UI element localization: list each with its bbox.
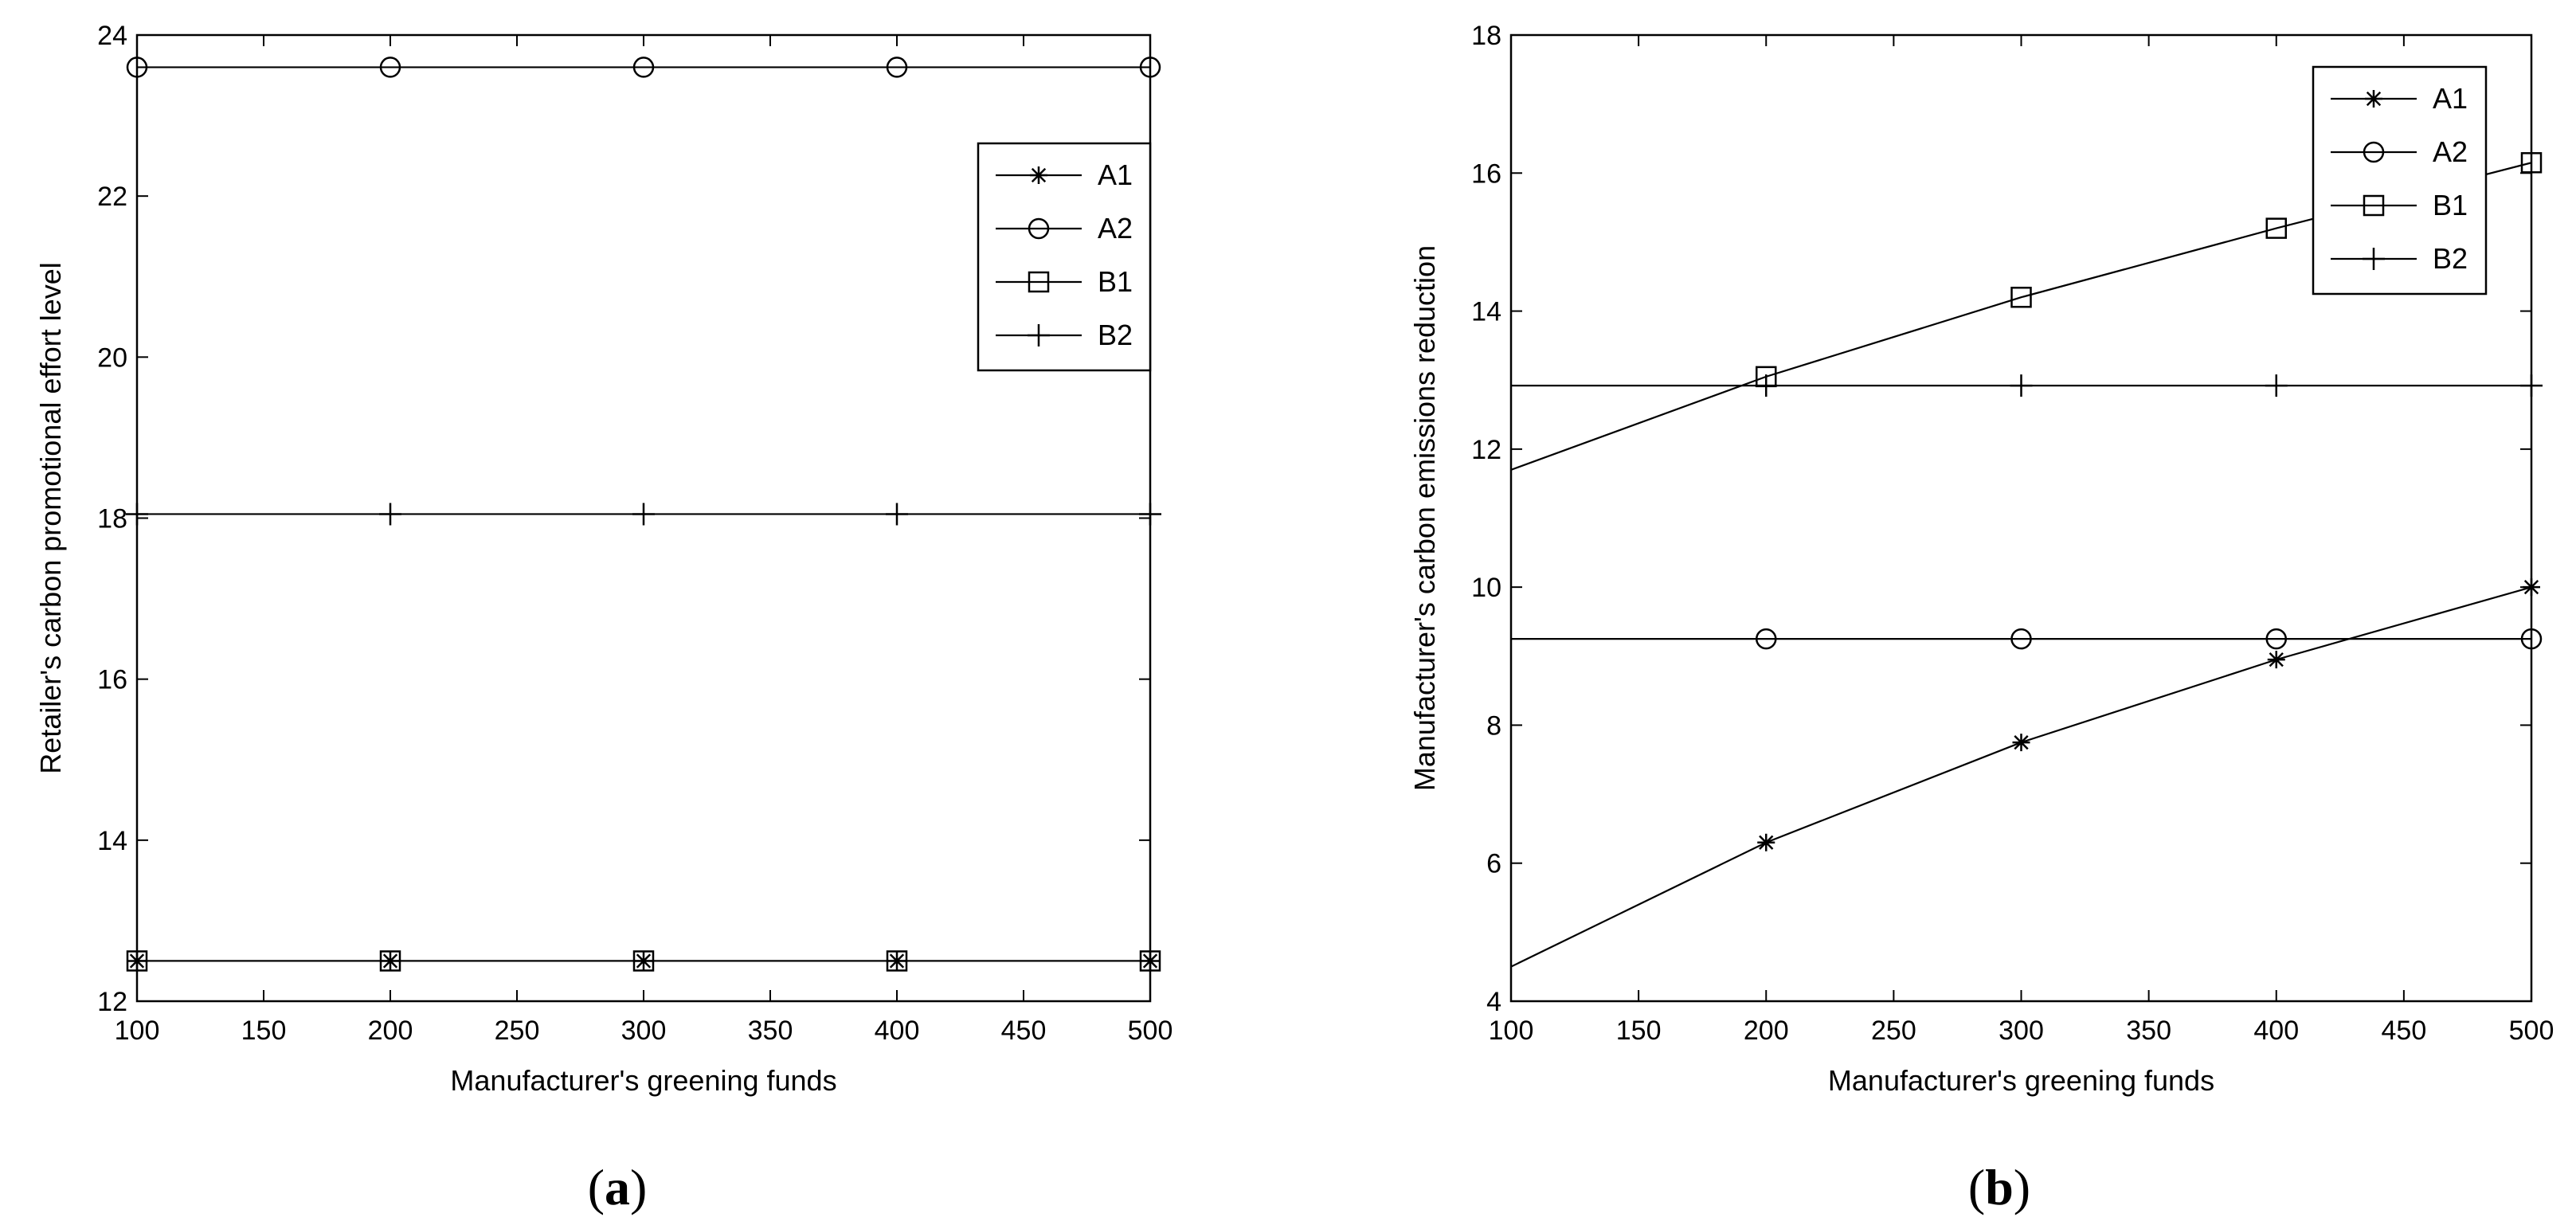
y-tick-label: 6 [1486,849,1501,879]
x-tick-label: 300 [621,1016,667,1046]
data-point-A1 [2523,578,2540,597]
legend-marker-B2 [1028,324,1050,346]
data-point-A2 [632,57,655,78]
data-point-B2 [2265,374,2288,397]
data-point-A2 [1756,628,1777,650]
data-point-A1 [2267,651,2285,669]
data-point-A2 [126,57,148,78]
data-point-B2 [1755,374,1778,397]
x-tick-label: 450 [2382,1016,2427,1046]
legend: A1 A2 B1 B2 [2312,65,2488,296]
y-tick-label: 18 [1471,21,1501,51]
y-tick-label: 18 [97,504,127,534]
data-point-A1 [2012,734,2030,752]
data-point-B2 [379,503,401,526]
x-tick-label: 250 [1871,1016,1916,1046]
data-point-B2 [886,503,908,526]
series-A1 [1510,578,2540,968]
data-point-A2 [379,57,401,78]
x-tick-label: 150 [241,1016,287,1046]
chart-panel-b: 100 150 200 250 300 350 400 450 500 4 6 8 10 12 14 16 18… [1408,21,2554,1215]
legend-marker-A2 [1028,217,1050,240]
data-point-A2 [1139,57,1161,78]
x-tick-label: 400 [2253,1016,2299,1046]
x-tick-label: 400 [875,1016,920,1046]
legend-label-B2: B2 [2433,242,2468,275]
x-tick-label: 300 [1999,1016,2044,1046]
y-tick-label: 24 [97,21,127,51]
x-axis-label: Manufacturer's greening funds [450,1064,836,1097]
x-tick-label: 500 [2509,1016,2554,1046]
x-tick-label: 150 [1616,1016,1662,1046]
y-axis-label: Retailer's carbon promotional effort lev… [34,262,67,774]
series-B2 [126,503,1161,526]
data-point-B1 [1139,950,1161,972]
legend-label-A1: A1 [2433,82,2468,115]
data-point-B1 [2265,217,2287,239]
legend-label-A2: A2 [2433,135,2468,168]
series-line-A1 [1510,586,2532,968]
legend-marker-A1 [2365,90,2382,108]
y-tick-label: 10 [1471,573,1501,603]
y-tick-label: 14 [97,826,127,856]
series-A2 [1511,628,2543,650]
data-point-B1 [632,950,655,972]
x-tick-label: 100 [1489,1016,1534,1046]
x-tick-label: 250 [495,1016,540,1046]
legend-marker-A1 [1030,166,1047,184]
x-tick-label: 100 [115,1016,160,1046]
legend: A1 A2 B1 B2 [977,142,1152,372]
legend-label-A2: A2 [1098,212,1133,245]
data-point-B2 [2010,374,2033,397]
legend-marker-B2 [2363,248,2385,270]
x-tick-label: 500 [1128,1016,1173,1046]
data-point-B1 [126,950,148,972]
data-point-A1 [1757,833,1775,851]
chart-panel-a: 100 150 200 250 300 350 400 450 500 12 14 16 18 20 22 2… [34,21,1173,1215]
y-tick-label: 16 [1471,159,1501,189]
series-A2 [126,57,1161,78]
panel-label: (a) [588,1159,648,1215]
x-tick-label: 350 [748,1016,793,1046]
y-tick-label: 12 [1471,435,1501,465]
data-point-A2 [2265,628,2287,650]
data-point-B1 [886,950,908,972]
y-tick-label: 14 [1471,297,1501,327]
data-point-B2 [1139,503,1161,526]
legend-box [2312,65,2488,296]
data-point-A2 [2010,628,2032,650]
x-tick-label: 200 [368,1016,413,1046]
y-tick-label: 4 [1486,987,1501,1017]
legend-box [977,142,1152,372]
legend-marker-B1 [2363,194,2385,217]
data-point-A2 [2520,628,2543,650]
y-tick-label: 16 [97,665,127,695]
panel-label: (b) [1968,1159,2030,1215]
x-axis-label: Manufacturer's greening funds [1828,1064,2214,1097]
y-tick-label: 12 [97,987,127,1017]
y-tick-label: 22 [97,182,127,212]
data-point-B2 [632,503,655,526]
legend-marker-B1 [1028,271,1050,293]
y-tick-label: 20 [97,342,127,373]
y-axis-label: Manufacturer's carbon emissions reductio… [1408,245,1441,791]
legend-marker-A2 [2363,141,2385,163]
data-point-B1 [379,950,401,972]
x-tick-label: 350 [2126,1016,2171,1046]
x-tick-label: 450 [1001,1016,1047,1046]
data-point-B1 [2010,286,2032,308]
legend-label-B1: B1 [2433,189,2468,221]
legend-label-B1: B1 [1098,265,1133,298]
series-B2 [1511,374,2543,397]
legend-label-B2: B2 [1098,319,1133,351]
data-point-B1 [2520,152,2543,174]
x-tick-label: 200 [1744,1016,1789,1046]
data-point-A2 [886,57,908,78]
data-point-B2 [2520,374,2543,397]
data-point-B2 [126,503,148,526]
legend-label-A1: A1 [1098,159,1133,191]
y-tick-label: 8 [1486,710,1501,741]
series-B1 [126,950,1161,972]
